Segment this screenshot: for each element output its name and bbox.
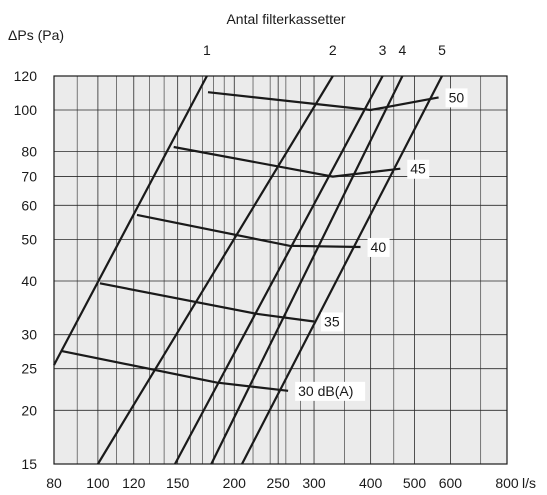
noise-label: 30 dB(A) bbox=[298, 383, 353, 399]
y-tick-label: 15 bbox=[21, 456, 37, 472]
x-tick-label: 80 bbox=[46, 475, 62, 491]
y-tick-label: 80 bbox=[21, 144, 37, 160]
y-tick-label: 70 bbox=[21, 169, 37, 185]
y-tick-label: 20 bbox=[21, 402, 37, 418]
x-tick-label: 600 bbox=[439, 475, 463, 491]
filter-line-3 bbox=[174, 75, 384, 465]
filter-label-4: 4 bbox=[398, 42, 406, 58]
y-tick-label: 60 bbox=[21, 197, 37, 213]
noise-label: 40 bbox=[371, 239, 387, 255]
y-tick-label: 40 bbox=[21, 273, 37, 289]
noise-line bbox=[173, 145, 401, 178]
filter-label-5: 5 bbox=[438, 42, 446, 58]
x-tick-label: 300 bbox=[302, 475, 326, 491]
y-tick-label: 30 bbox=[21, 327, 37, 343]
noise-label-background bbox=[445, 88, 468, 108]
filter-label-2: 2 bbox=[329, 42, 337, 58]
y-tick-label: 25 bbox=[21, 361, 37, 377]
filter-label-1: 1 bbox=[203, 42, 211, 58]
filter-line-5 bbox=[241, 75, 443, 465]
noise-line bbox=[99, 282, 315, 323]
x-tick-label: 500 bbox=[403, 475, 427, 491]
y-axis-label: ΔPs (Pa) bbox=[8, 27, 64, 43]
x-axis-label: l/s bbox=[522, 475, 536, 491]
noise-label-background bbox=[407, 159, 430, 179]
noise-label-background bbox=[295, 381, 366, 401]
x-tick-label: 250 bbox=[266, 475, 290, 491]
noise-label-background bbox=[321, 312, 344, 332]
x-tick-label: 150 bbox=[166, 475, 190, 491]
noise-line bbox=[60, 349, 289, 392]
plot-area-background bbox=[54, 76, 507, 464]
x-tick-label: 800 bbox=[495, 475, 519, 491]
noise-label: 35 bbox=[324, 313, 340, 329]
filter-line-2 bbox=[96, 75, 334, 465]
x-tick-label: 200 bbox=[223, 475, 247, 491]
filter-label-3: 3 bbox=[379, 42, 387, 58]
y-tick-label: 120 bbox=[14, 68, 38, 84]
filter-line-1 bbox=[53, 75, 208, 366]
grid bbox=[53, 75, 508, 465]
noise-line bbox=[136, 213, 361, 249]
noise-label: 50 bbox=[449, 89, 465, 105]
x-tick-label: 400 bbox=[359, 475, 383, 491]
noise-line bbox=[207, 91, 439, 112]
x-tick-label: 120 bbox=[122, 475, 146, 491]
plot-frame bbox=[53, 75, 508, 465]
chart-labels: 80 100 120 150 200 250 300 400 500 600 80015202530… bbox=[14, 42, 519, 491]
noise-label: 45 bbox=[410, 161, 426, 177]
y-tick-label: 50 bbox=[21, 231, 37, 247]
y-tick-label: 100 bbox=[14, 102, 38, 118]
filter-line-4 bbox=[210, 75, 404, 465]
x-tick-label: 100 bbox=[86, 475, 110, 491]
chart-lines bbox=[53, 75, 443, 465]
chart-title: Antal filterkassetter bbox=[226, 11, 345, 27]
noise-label-background bbox=[367, 237, 390, 257]
